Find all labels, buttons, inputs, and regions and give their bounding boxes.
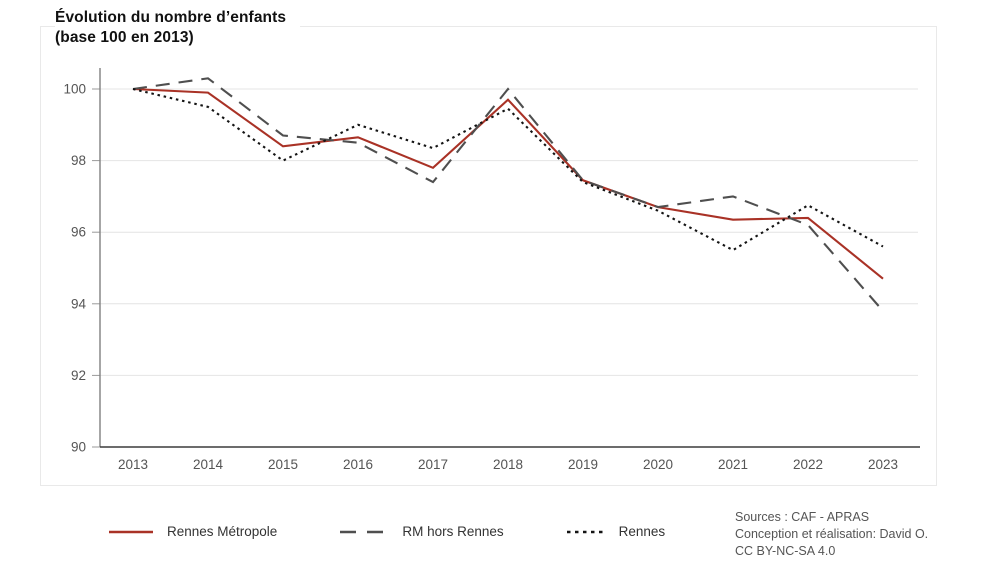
legend-item-rm-hors-rennes: RM hors Rennes [339, 524, 504, 539]
y-tick-label: 98 [71, 153, 86, 168]
legend-item-rennes: Rennes [566, 524, 666, 539]
series-line-rm-hors-rennes [132, 77, 884, 312]
credit-line: Conception et réalisation: David O. [735, 527, 929, 541]
y-tick-label: 100 [63, 82, 86, 97]
y-tick-label: 92 [71, 368, 86, 383]
x-tick-label: 2015 [268, 457, 298, 472]
line-chart: 90 92 94 96 98 100 2013 2014 2015 2016 2017 2018 201… [63, 68, 920, 472]
series-line-rennes [132, 87, 884, 252]
x-tick-label: 2013 [118, 457, 148, 472]
x-tick-label: 2023 [868, 457, 898, 472]
source-line: Sources : CAF - APRAS [735, 510, 870, 524]
x-tick-label: 2020 [643, 457, 673, 472]
x-tick-label: 2018 [493, 457, 523, 472]
series-line-rennes-m-tropole [132, 87, 884, 280]
legend-label: Rennes [618, 524, 666, 539]
legend-label: Rennes Métropole [167, 524, 278, 539]
legend-label: RM hors Rennes [402, 524, 504, 539]
y-tick-label: 90 [71, 440, 86, 455]
y-tick-label: 94 [71, 296, 87, 311]
legend-swatch-solid-line-icon [109, 530, 153, 533]
x-tick-label: 2021 [718, 457, 748, 472]
legend: Rennes Métropole RM hors Rennes Rennes [108, 524, 727, 539]
chart-title-line-2: (base 100 en 2013) [55, 29, 194, 46]
source-credits: Sources : CAF - APRAS Conception et réal… [735, 509, 965, 560]
plot-area: 90 92 94 96 98 100 2013 2014 2015 2016 2017 2018 201… [40, 26, 937, 486]
y-tick-label: 96 [71, 225, 86, 240]
x-tick-label: 2019 [568, 457, 598, 472]
x-tick-label: 2016 [343, 457, 373, 472]
legend-swatch-dotted-line-icon [566, 530, 605, 533]
legend-swatch-dashed-line-icon [340, 530, 389, 533]
chart-title: Évolution du nombre d’enfants (base 100 … [55, 6, 301, 52]
legend-item-rennes-metropole: Rennes Métropole [108, 524, 277, 539]
x-tick-label: 2022 [793, 457, 823, 472]
license-line: CC BY-NC-SA 4.0 [735, 544, 836, 558]
x-tick-label: 2014 [193, 457, 224, 472]
chart-title-line-1: Évolution du nombre d’enfants [55, 9, 287, 26]
x-tick-label: 2017 [418, 457, 448, 472]
